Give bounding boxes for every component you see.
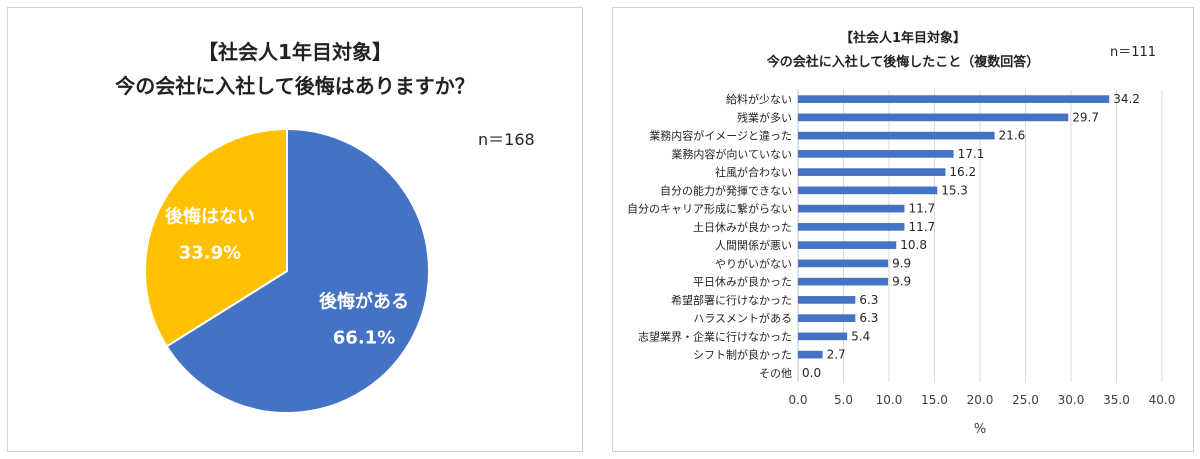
category-label: 平日休みが良かった: [693, 275, 792, 289]
pie-slice: [165, 127, 430, 414]
bar-value-label: 10.8: [900, 238, 927, 252]
bar: [798, 241, 897, 249]
bar-value-label: 16.2: [949, 165, 976, 179]
pie-chart-title: 【社会人1年目対象】: [198, 40, 392, 64]
bar: [798, 350, 823, 359]
bar: [798, 223, 905, 231]
bar: [798, 150, 954, 158]
category-label: 土日休みが良かった: [693, 220, 792, 234]
bar: [798, 332, 848, 341]
bar-value-label: 2.7: [827, 348, 846, 362]
bar-value-label: 9.9: [892, 275, 911, 289]
category-label: 業務内容が向いていない: [671, 147, 792, 161]
bar: [798, 95, 1110, 103]
bar: [798, 204, 905, 213]
x-tick-label: 5.0: [834, 393, 853, 407]
bar-sample-size: n＝111: [1110, 45, 1157, 60]
category-label: やりがいがない: [715, 256, 792, 270]
bar-value-label: 6.3: [859, 311, 878, 325]
pie-slice-value: 33.9%: [179, 242, 241, 263]
bar-chart-title: 【社会人1年目対象】: [839, 31, 967, 46]
pie-slice-label: 後悔はない: [165, 205, 255, 227]
bar-value-label: 11.7: [908, 202, 935, 216]
bar-value-label: 34.2: [1113, 92, 1140, 106]
pie-slice-value: 66.1%: [333, 328, 395, 349]
bar: [798, 277, 889, 286]
bar: [798, 259, 889, 268]
category-label: 自分のキャリア形成に繋がらない: [627, 202, 792, 216]
bar: [798, 131, 995, 140]
pie-chart-panel: 【社会人1年目対象】 今の会社に入社して後悔はありますか？ n＝168 後悔があ…: [7, 7, 583, 452]
bar-value-label: 29.7: [1072, 110, 1099, 124]
pie-slice: [144, 127, 288, 348]
pie-sample-size: n＝168: [478, 130, 535, 149]
category-label: 給料が少ない: [726, 92, 792, 106]
bar-value-label: 17.1: [958, 147, 985, 161]
x-tick-label: 25.0: [1012, 393, 1039, 407]
bar-chart-panel: 【社会人1年目対象】 今の会社に入社して後悔したこと（複数回答） n＝111 0…: [612, 7, 1194, 452]
category-label: その他: [759, 367, 792, 380]
bar-value-label: 0.0: [802, 366, 821, 380]
bar-value-label: 15.3: [941, 183, 968, 197]
bar: [798, 186, 938, 195]
x-tick-label: 40.0: [1149, 393, 1176, 407]
category-label: シフト制が良かった: [693, 348, 792, 362]
x-tick-label: 10.0: [876, 393, 903, 407]
x-axis-label: %: [974, 422, 986, 437]
category-label: 業務内容がイメージと違った: [649, 129, 792, 143]
pie-chart-subtitle: 今の会社に入社して後悔はありますか？: [115, 74, 475, 98]
category-label: 社風が合わない: [715, 165, 792, 179]
bar-chart: 0.0 5.0 10.0 15.0 20.0 25.0 30.0 35.0 40.0% 給料が少な…: [627, 90, 1176, 437]
x-tick-label: 30.0: [1058, 393, 1085, 407]
bar: [798, 296, 856, 304]
x-tick-label: 0.0: [788, 393, 807, 407]
category-label: 志望業界・企業に行けなかった: [638, 329, 792, 343]
category-label: ハラスメントがある: [693, 311, 792, 325]
x-tick-label: 35.0: [1103, 393, 1130, 407]
bar-value-label: 5.4: [851, 329, 870, 343]
category-label: 人間関係が悪い: [715, 238, 792, 252]
bar-chart-subtitle: 今の会社に入社して後悔したこと（複数回答）: [766, 55, 1040, 70]
pie-slice-label: 後悔がある: [319, 291, 409, 313]
x-tick-label: 20.0: [967, 393, 994, 407]
bar: [798, 168, 946, 176]
bar-value-label: 9.9: [892, 256, 911, 270]
bar-value-label: 21.6: [999, 129, 1026, 143]
bar-value-label: 11.7: [908, 220, 935, 234]
category-label: 自分の能力が発揮できない: [660, 183, 792, 197]
pie-chart: 後悔がある 66.1% 後悔はない 33.9%: [144, 127, 430, 414]
x-tick-label: 15.0: [921, 393, 948, 407]
bar: [798, 113, 1069, 122]
category-label: 残業が多い: [737, 110, 792, 124]
bar-value-label: 6.3: [859, 293, 878, 307]
bar: [798, 314, 856, 322]
category-label: 希望部署に行けなかった: [671, 293, 792, 307]
